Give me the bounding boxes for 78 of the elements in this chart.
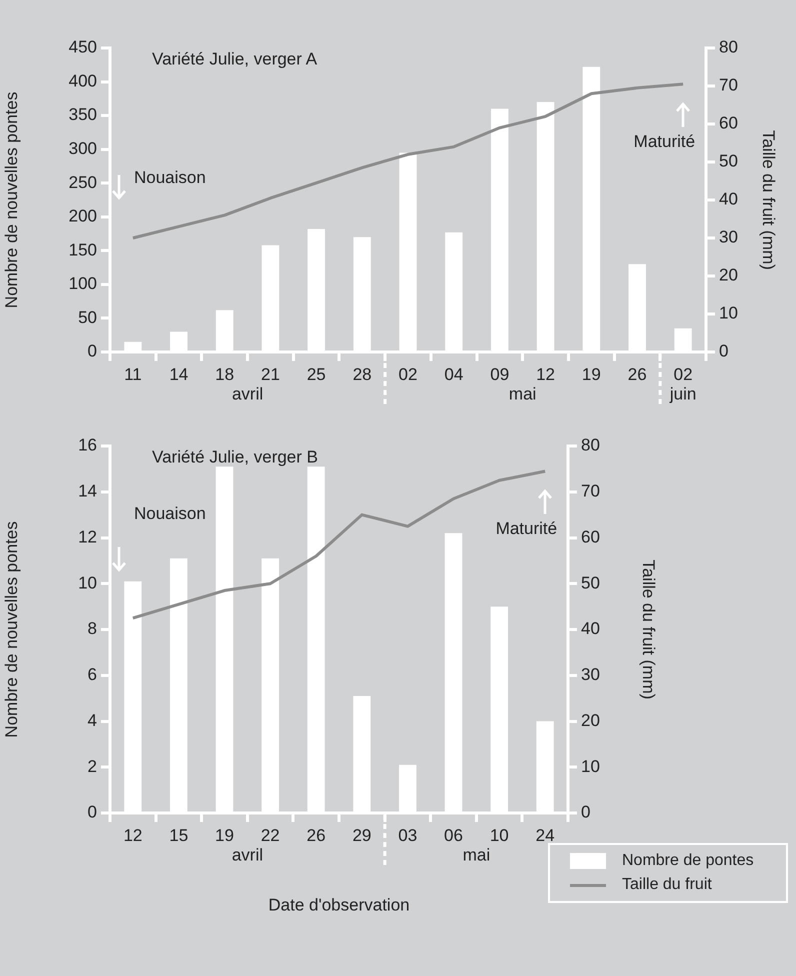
y2-tick-label: 60 — [719, 114, 738, 133]
x-tick-label: 04 — [444, 364, 464, 384]
y2-tick-label: 70 — [581, 482, 600, 501]
y2-axis-title: Taille du fruit (mm) — [639, 560, 658, 700]
legend-label: Nombre de pontes — [622, 852, 754, 870]
x-tick-label: 11 — [124, 364, 142, 384]
x-tick-label: 02 — [398, 364, 418, 384]
x-tick-label: 10 — [490, 826, 509, 845]
annotation: Maturité — [496, 519, 558, 540]
y2-tick-label: 20 — [581, 710, 600, 730]
y2-tick-label: 0 — [719, 342, 728, 361]
text: mai — [508, 384, 536, 404]
y2-tick-label: 10 — [581, 756, 600, 776]
y2-tick-label: 10 — [719, 304, 738, 323]
y-tick-label: 16 — [78, 436, 97, 455]
y-tick-label: 400 — [68, 71, 97, 90]
y2-tick-label: 30 — [719, 228, 738, 247]
x-tick-label: 15 — [169, 826, 188, 845]
y2-axis-title: Taille du fruit (mm) — [759, 130, 778, 270]
x-axis-title: Date d'observation — [268, 895, 410, 914]
y-tick-label: 12 — [78, 527, 97, 546]
y-tick-label: 450 — [68, 38, 97, 57]
y-tick-label: 200 — [68, 206, 97, 226]
y2-tick-label: 20 — [719, 266, 738, 285]
text: juin — [668, 384, 696, 404]
y-tick-label: 50 — [78, 308, 97, 327]
x-tick-label: 19 — [215, 826, 234, 845]
chart-title: Variété Julie, verger B — [152, 448, 318, 467]
x-tick-label: 26 — [628, 364, 647, 384]
y2-tick-label: 80 — [719, 38, 738, 57]
text: mai — [462, 846, 490, 865]
text: avril — [232, 846, 263, 865]
x-tick-label: 09 — [490, 364, 510, 384]
x-tick-label: 22 — [260, 826, 280, 845]
y-tick-label: 4 — [88, 710, 97, 730]
x-tick-label: 19 — [582, 364, 601, 384]
x-tick-label: 21 — [261, 364, 280, 384]
x-tick-label: 12 — [536, 364, 555, 384]
annotation: Nouaison — [134, 504, 206, 524]
x-tick-label: 29 — [352, 826, 372, 845]
x-tick-label: 14 — [169, 364, 188, 384]
x-tick-label: 28 — [352, 364, 372, 384]
y-tick-label: 0 — [88, 802, 97, 822]
x-tick-label: 06 — [444, 826, 463, 845]
x-tick-label: 18 — [215, 364, 234, 384]
x-tick-label: 25 — [306, 364, 326, 384]
legend-label: Taille du fruit — [622, 876, 712, 894]
y-tick-label: 300 — [68, 139, 97, 158]
y2-tick-label: 0 — [581, 802, 590, 822]
y2-tick-label: 40 — [581, 619, 600, 638]
y2-tick-label: 50 — [581, 573, 600, 592]
y-tick-label: 14 — [78, 482, 97, 501]
y-axis-title: Nombre de nouvelles pontes — [2, 521, 21, 738]
annotation: Maturité — [634, 132, 696, 152]
y2-tick-label: 60 — [581, 527, 600, 546]
y-tick-label: 10 — [78, 573, 97, 592]
x-tick-label: 12 — [123, 826, 142, 845]
y2-tick-label: 30 — [581, 665, 600, 684]
y2-tick-label: 40 — [719, 190, 738, 209]
chart-title: Variété Julie, verger A — [152, 50, 318, 69]
y2-tick-label: 70 — [719, 76, 738, 95]
x-tick-label: 03 — [398, 826, 418, 845]
annotation: Nouaison — [134, 168, 206, 188]
y-tick-label: 8 — [88, 619, 97, 638]
y-tick-label: 2 — [88, 756, 97, 776]
y-axis-title: Nombre de nouvelles pontes — [2, 92, 21, 308]
y-tick-label: 350 — [68, 105, 97, 124]
y2-tick-label: 50 — [719, 152, 738, 171]
x-tick-label: 24 — [536, 826, 555, 845]
text: avril — [232, 384, 264, 404]
x-tick-label: 26 — [306, 826, 326, 845]
y-tick-label: 100 — [68, 274, 97, 294]
y-tick-label: 0 — [88, 342, 97, 361]
y2-tick-label: 80 — [581, 436, 600, 455]
y-tick-label: 6 — [88, 665, 97, 684]
y-tick-label: 250 — [68, 172, 97, 192]
x-tick-label: 02 — [674, 364, 693, 384]
y-tick-label: 150 — [68, 240, 97, 260]
